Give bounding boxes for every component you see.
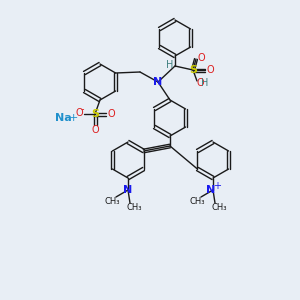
Text: N: N <box>153 77 163 87</box>
Text: H: H <box>166 60 174 70</box>
Text: CH₃: CH₃ <box>189 197 205 206</box>
Text: O: O <box>206 65 214 75</box>
Text: O: O <box>91 125 99 135</box>
Text: CH₃: CH₃ <box>211 203 227 212</box>
Text: O: O <box>196 78 204 88</box>
Text: +: + <box>213 181 221 191</box>
Text: Na: Na <box>55 113 71 123</box>
Text: O: O <box>107 109 115 119</box>
Text: S: S <box>189 65 197 75</box>
Text: CH₃: CH₃ <box>126 203 142 212</box>
Text: N: N <box>123 185 133 195</box>
Text: N: N <box>206 185 216 195</box>
Text: +: + <box>68 113 78 123</box>
Text: O: O <box>197 53 205 63</box>
Text: CH₃: CH₃ <box>104 197 120 206</box>
Text: S: S <box>91 109 99 119</box>
Text: -: - <box>80 104 84 114</box>
Text: H: H <box>201 78 209 88</box>
Text: O: O <box>75 108 83 118</box>
